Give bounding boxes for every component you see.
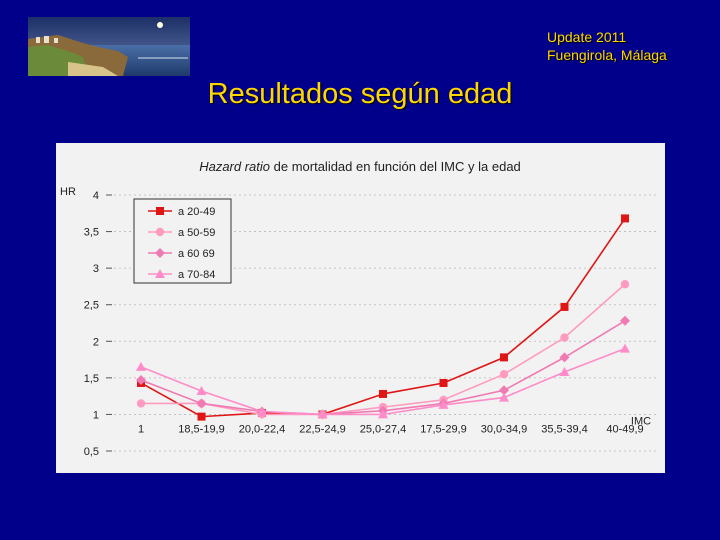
update-location: Fuengirola, Málaga [547,47,667,63]
y-tick-label: 1,5 [84,373,99,385]
data-point-a-70-84 [559,367,570,377]
data-point-a-70-84 [499,392,509,402]
update-note: Update 2011 Fuengirola, Málaga [547,28,667,64]
y-tick-label: 2 [93,336,99,348]
x-tick-label: 25,0-27,4 [360,423,406,435]
y-axis-label: HR [60,186,76,198]
data-point-a-70-84 [196,386,207,396]
legend-label: a 60 69 [178,248,215,260]
data-point-a-60-69 [620,315,630,326]
data-point-a-60-69 [136,375,146,386]
legend-marker [155,269,165,278]
x-tick-label: 20,0-22,4 [239,423,285,435]
legend-marker [156,207,164,215]
x-axis-label: IMC [631,415,651,427]
data-point-a-50-59 [560,333,569,342]
x-tick-label: 35,5-39,4 [541,423,587,435]
data-point-a-70-84 [136,361,146,371]
data-point-a-60-69 [499,385,509,396]
y-tick-label: 0,5 [84,446,99,458]
beach-photo [28,17,190,76]
data-point-a-20-49 [621,214,629,223]
x-tick-label: 40-49,9 [606,423,643,435]
x-tick-label: 30,0-34,9 [481,423,527,435]
y-tick-label: 4 [93,190,99,202]
data-point-a-20-49 [560,302,569,311]
chart-title-italic: Hazard ratio [199,159,270,174]
x-tick-label: 17,5-29,9 [420,423,466,435]
data-point-a-20-49 [500,353,508,362]
chart-title-rest: de mortalidad en función del IMC y la ed… [270,159,521,174]
data-point-a-60-69 [196,398,207,409]
slide-title: Resultados según edad [207,78,513,110]
legend-box [133,198,232,284]
hr-line-chart: Hazard ratio de mortalidad en función de… [60,159,656,458]
x-tick-label: 18,5-19,9 [178,423,224,435]
data-point-a-50-59 [620,280,630,289]
data-point-a-70-84 [378,409,388,419]
data-point-a-50-59 [136,399,146,408]
data-point-a-20-49 [439,378,448,387]
update-line-1: Update 2011 [547,29,627,45]
y-tick-label: 3 [93,263,99,275]
y-tick-label: 2,5 [84,300,99,312]
chart-title: Hazard ratio de mortalidad en función de… [199,159,521,174]
data-point-a-20-49 [379,389,387,398]
data-point-a-20-49 [197,412,206,421]
x-tick-label: 22,5-24,9 [299,423,345,435]
data-point-a-70-84 [438,399,449,409]
data-point-a-50-59 [499,370,509,379]
chart-panel: Hazard ratio de mortalidad en función de… [56,143,665,473]
data-point-a-60-69 [559,352,570,363]
y-tick-label: 1 [93,409,99,421]
x-tick-label: 1 [138,423,144,435]
legend-label: a 50-59 [178,227,215,239]
legend-marker [155,227,165,237]
legend-label: a 70-84 [178,269,215,281]
data-point-a-70-84 [257,406,267,416]
y-tick-label: 3,5 [84,227,99,239]
data-point-a-70-84 [620,343,630,353]
legend-label: a 20-49 [178,206,215,218]
data-point-a-70-84 [317,409,328,419]
legend-marker [155,248,165,258]
series-line-a-60-69 [140,320,626,416]
